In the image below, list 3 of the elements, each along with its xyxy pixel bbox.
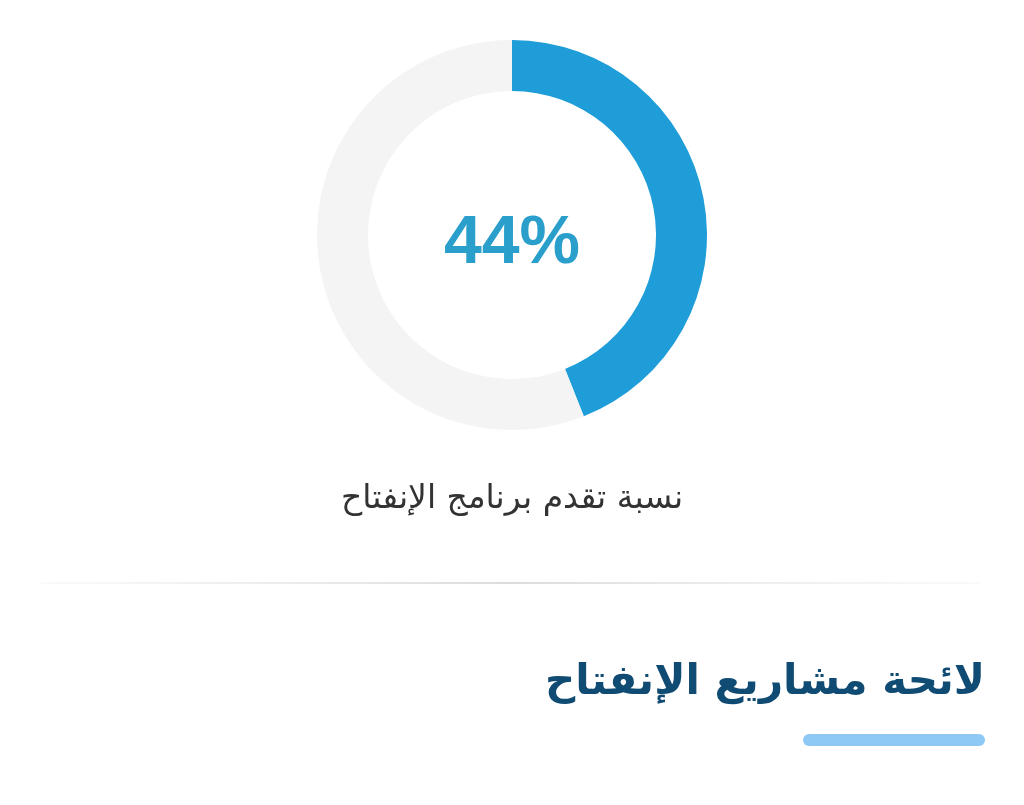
title: نسبة تقدم برنامج الإنفتاح	[340, 477, 684, 516]
annotation: لائحة مشاريع الإنفتاح	[544, 655, 985, 704]
annotation: 44%	[443, 201, 581, 277]
